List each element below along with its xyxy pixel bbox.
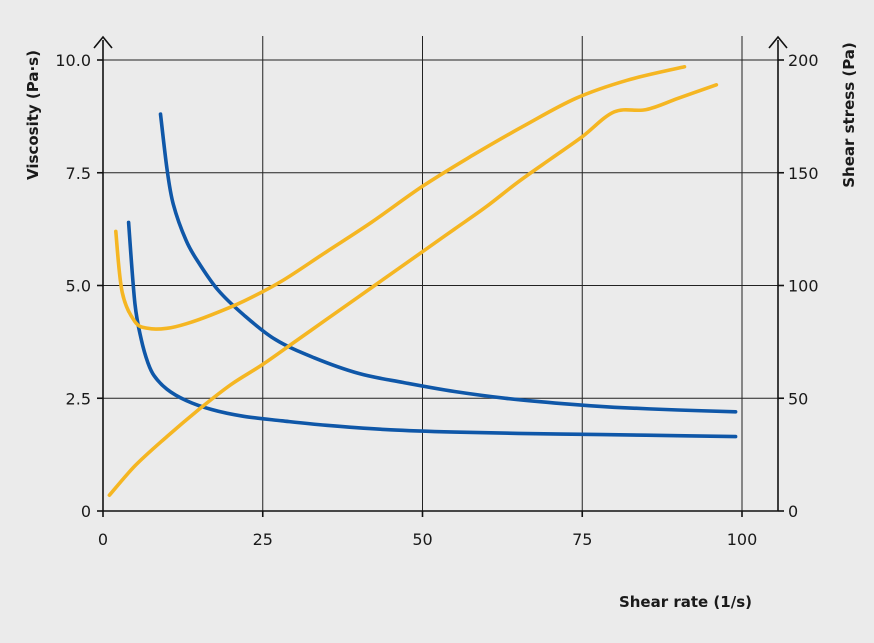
- y-left-tick-label: 0: [81, 502, 91, 521]
- y-right-axis-title: Shear stress (Pa): [840, 42, 858, 188]
- y-left-tick-label: 2.5: [66, 389, 91, 408]
- axes: [93, 35, 788, 512]
- y-right-axis-arrow: [768, 35, 788, 49]
- series-curves: [107, 65, 738, 497]
- y-right-tick-label: 150: [788, 164, 819, 183]
- viscosity-curve-1: [126, 220, 738, 439]
- x-tick-label: 50: [412, 530, 432, 549]
- x-axis-title: Shear rate (1/s): [619, 593, 752, 611]
- x-tick-label: 100: [727, 530, 758, 549]
- shear-stress-curve-4: [107, 83, 719, 497]
- x-tick-label: 25: [253, 530, 273, 549]
- y-left-axis-arrow: [93, 35, 113, 49]
- y-left-tick-label: 5.0: [66, 277, 91, 296]
- y-right-tick-label: 50: [788, 389, 808, 408]
- x-tick-label: 75: [572, 530, 592, 549]
- y-left-tick-label: 7.5: [66, 164, 91, 183]
- tick-labels: 0 25 50 75 100 0 2.5 5.0 7.5 10.0 0 50 100 150 200: [55, 51, 818, 549]
- y-left-axis-title: Viscosity (Pa·s): [24, 50, 42, 180]
- x-tick-label: 0: [98, 530, 108, 549]
- viscosity-curve-2: [158, 112, 738, 414]
- shear-stress-curve-3: [114, 65, 687, 331]
- y-left-tick-label: 10.0: [55, 51, 91, 70]
- y-right-tick-label: 100: [788, 277, 819, 296]
- y-right-tick-label: 0: [788, 502, 798, 521]
- y-right-tick-label: 200: [788, 51, 819, 70]
